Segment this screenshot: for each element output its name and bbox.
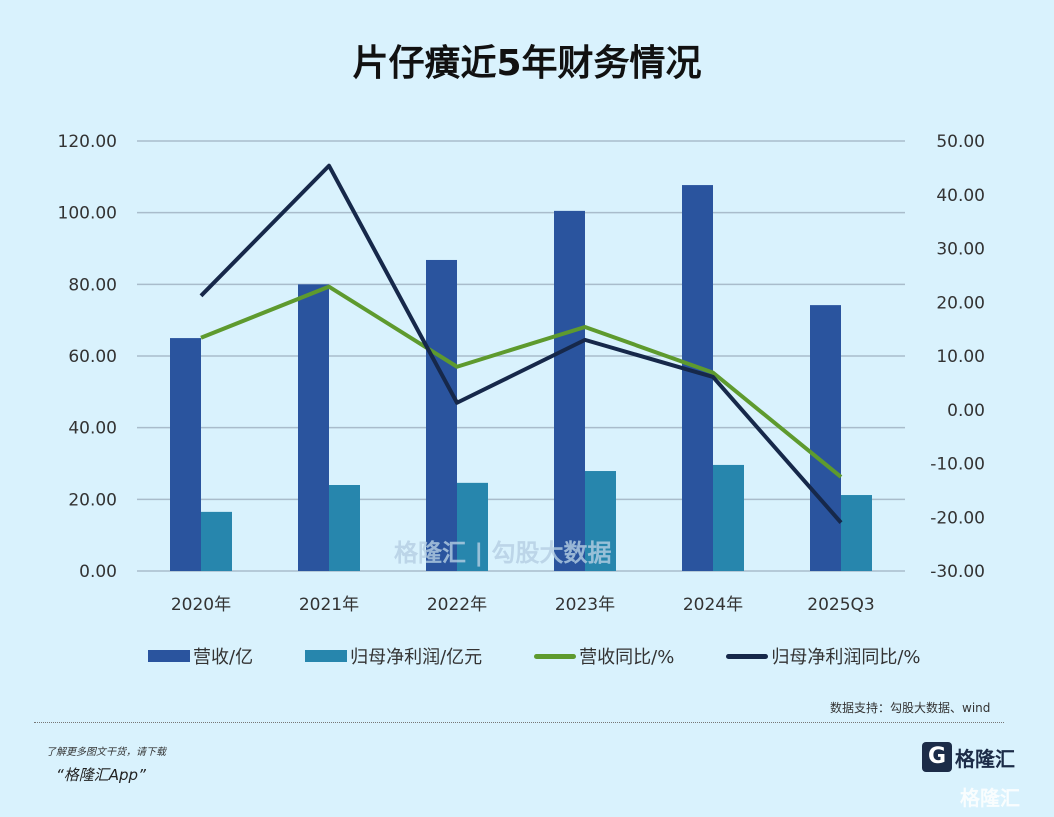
legend-label: 营收同比/% [579, 647, 675, 668]
x-tick-label: 2020年 [171, 595, 231, 615]
legend-label: 营收/亿 [193, 647, 254, 668]
right-tick-label: -30.00 [930, 562, 985, 582]
watermark: 格隆汇 | 勾股大数据 [394, 539, 612, 567]
x-tick-label: 2021年 [299, 595, 359, 615]
left-tick-label: 120.00 [58, 132, 117, 152]
legend-item-profit: 归母净利润/亿元 [305, 643, 482, 669]
left-tick-label: 0.00 [79, 562, 117, 582]
legend-item-profit-yoy: 归母净利润同比/% [726, 643, 921, 669]
promo-text: 了解更多图文干货，请下载 [46, 747, 166, 758]
right-tick-label: 0.00 [947, 401, 985, 421]
right-tick-label: 30.00 [936, 240, 985, 260]
legend-swatch [305, 650, 348, 662]
bar-profit [713, 464, 744, 571]
right-tick-label: 40.00 [936, 186, 985, 206]
legend-item-revenue-yoy: 营收同比/% [534, 643, 674, 669]
left-tick-label: 100.00 [58, 204, 117, 224]
right-tick-label: 20.00 [936, 293, 985, 313]
data-source: 数据支持：勾股大数据、wind [830, 701, 991, 715]
x-tick-label: 2025Q3 [807, 595, 874, 615]
bar-revenue [426, 259, 457, 571]
bar-revenue [682, 185, 713, 571]
bar-revenue [810, 305, 841, 571]
bar-profit [201, 511, 232, 571]
bar-profit [585, 471, 616, 571]
left-tick-label: 20.00 [68, 490, 117, 510]
right-tick-label: 50.00 [936, 132, 985, 152]
legend-label: 归母净利润同比/% [771, 647, 921, 668]
gelonghui-logo: G 格隆汇 [922, 742, 1015, 772]
bar-profit [457, 482, 488, 571]
logo-text: 格隆汇 [955, 746, 1015, 771]
bar-profit [329, 485, 360, 571]
logo-mark: G [922, 742, 952, 772]
chart-area: 0.00 20.00 40.00 60.00 80.00 100.00 120.00 -30.… [58, 132, 985, 615]
bar-revenue [554, 210, 585, 571]
x-tick-label: 2022年 [427, 595, 487, 615]
x-tick-label: 2024年 [683, 595, 743, 615]
legend: 营收/亿 归母净利润/亿元 营收同比/% 归母净利润同比/% [148, 643, 973, 669]
promo-app: “格隆汇App” [56, 766, 146, 784]
right-tick-label: -20.00 [930, 508, 985, 528]
x-tick-label: 2023年 [555, 595, 615, 615]
legend-swatch [148, 650, 190, 662]
legend-swatch [726, 653, 769, 659]
bar-revenue [298, 284, 329, 571]
bar-profit [841, 495, 872, 571]
bar-revenue [170, 338, 201, 571]
left-tick-label: 60.00 [68, 347, 117, 367]
legend-label: 归母净利润/亿元 [350, 647, 483, 668]
line-revenue-yoy [200, 284, 843, 479]
chart-title: 片仔癀近5年财务情况 [352, 43, 702, 84]
legend-swatch [534, 653, 577, 659]
divider [34, 722, 1004, 723]
corner-watermark: 格隆汇 [960, 786, 1020, 810]
left-tick-label: 80.00 [68, 275, 117, 295]
left-tick-label: 40.00 [68, 419, 117, 439]
right-tick-label: -10.00 [930, 455, 985, 475]
line-profit-yoy [199, 163, 843, 524]
right-tick-label: 10.00 [936, 347, 985, 367]
legend-item-revenue: 营收/亿 [148, 643, 253, 669]
